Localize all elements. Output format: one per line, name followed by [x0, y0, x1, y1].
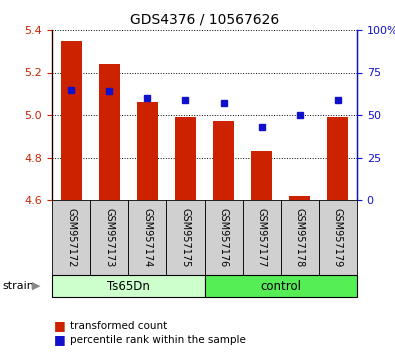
- Bar: [52, 275, 205, 297]
- Text: ■: ■: [54, 319, 66, 332]
- Bar: [289, 196, 310, 200]
- Title: GDS4376 / 10567626: GDS4376 / 10567626: [130, 12, 279, 26]
- Text: strain: strain: [2, 281, 34, 291]
- Text: ■: ■: [54, 333, 66, 346]
- Bar: [281, 200, 319, 275]
- Text: GSM957178: GSM957178: [295, 208, 305, 267]
- Bar: [90, 200, 128, 275]
- Text: Ts65Dn: Ts65Dn: [107, 280, 150, 292]
- Bar: [205, 275, 357, 297]
- Text: GSM957173: GSM957173: [104, 208, 114, 267]
- Bar: [60, 41, 81, 200]
- Text: transformed count: transformed count: [70, 321, 167, 331]
- Text: ▶: ▶: [32, 281, 41, 291]
- Bar: [213, 121, 234, 200]
- Bar: [137, 102, 158, 200]
- Bar: [128, 200, 166, 275]
- Bar: [52, 200, 90, 275]
- Text: GSM957176: GSM957176: [218, 208, 229, 267]
- Bar: [205, 200, 243, 275]
- Bar: [327, 117, 348, 200]
- Bar: [319, 200, 357, 275]
- Bar: [243, 200, 281, 275]
- Text: GSM957174: GSM957174: [142, 208, 152, 267]
- Text: percentile rank within the sample: percentile rank within the sample: [70, 335, 246, 345]
- Bar: [166, 200, 205, 275]
- Text: GSM957175: GSM957175: [181, 208, 190, 267]
- Text: GSM957172: GSM957172: [66, 208, 76, 267]
- Bar: [251, 151, 272, 200]
- Text: GSM957179: GSM957179: [333, 208, 343, 267]
- Bar: [175, 117, 196, 200]
- Bar: [99, 64, 120, 200]
- Text: control: control: [260, 280, 301, 292]
- Text: GSM957177: GSM957177: [257, 208, 267, 267]
